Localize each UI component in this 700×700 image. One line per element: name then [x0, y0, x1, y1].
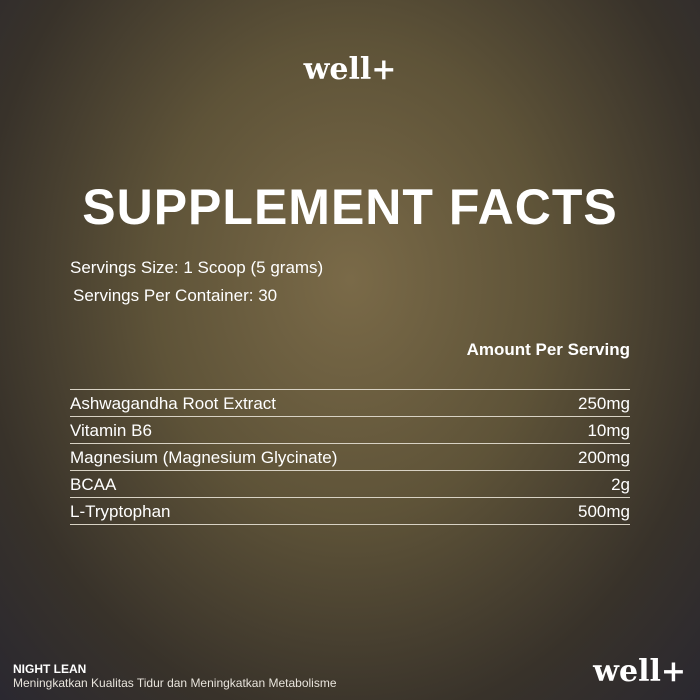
amount: 250mg: [538, 389, 630, 417]
fact-row: L-Tryptophan 500mg: [70, 497, 630, 525]
fact-row: Magnesium (Magnesium Glycinate) 200mg: [70, 443, 630, 471]
table-header: Amount Per Serving: [466, 340, 630, 359]
amount: 500mg: [538, 497, 630, 525]
servings-per-container: Servings Per Container: 30: [73, 286, 278, 305]
fact-row: Vitamin B6 10mg: [70, 416, 630, 444]
ingredient: Vitamin B6: [70, 416, 539, 444]
title: SUPPLEMENT FACTS: [82, 179, 618, 235]
serving-size: Servings Size: 1 Scoop (5 grams): [70, 258, 324, 277]
ingredient: Magnesium (Magnesium Glycinate): [70, 443, 539, 471]
ingredient: Ashwagandha Root Extract: [70, 389, 539, 417]
logo: well+: [303, 52, 397, 87]
amount: 10mg: [538, 416, 630, 444]
ingredient: L-Tryptophan: [70, 497, 539, 525]
ingredient: BCAA: [70, 470, 539, 498]
facts-table: Ashwagandha Root Extract 250mg Vitamin B6 1…: [70, 389, 630, 525]
fact-row: BCAA 2g: [70, 470, 630, 498]
fact-row: Ashwagandha Root Extract 250mg: [70, 389, 630, 417]
amount: 2g: [538, 470, 630, 498]
product-name: NIGHT LEAN: [13, 662, 87, 676]
tagline: Meningkatkan Kualitas Tidur dan Meningka…: [13, 676, 337, 690]
logo: well+: [593, 654, 686, 689]
amount: 200mg: [538, 443, 630, 471]
